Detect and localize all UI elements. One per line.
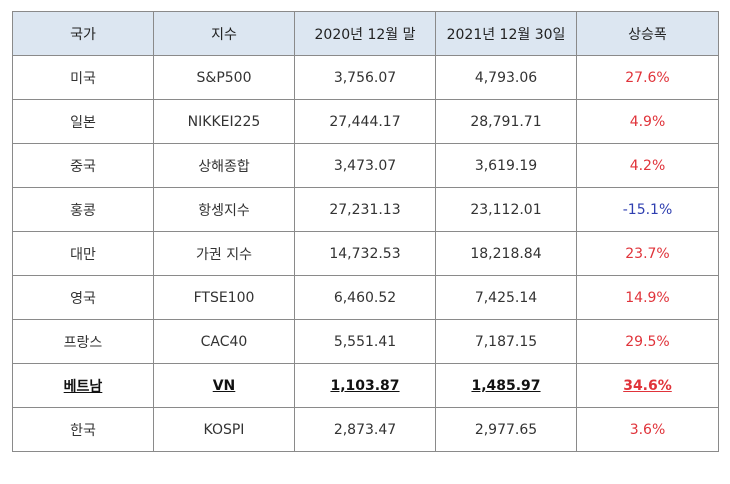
- value-2021-cell: 7,425.14: [435, 275, 577, 320]
- country-cell: 대만: [12, 231, 154, 276]
- index-comparison-table-wrapper: 국가 지수 2020년 12월 말 2021년 12월 30일 상승폭 미국 S&…: [12, 11, 719, 452]
- change-cell: 29.5%: [576, 319, 719, 364]
- table-row: 영국 FTSE100 6,460.52 7,425.14 14.9%: [12, 275, 719, 320]
- value-2021-cell: 18,218.84: [435, 231, 577, 276]
- index-cell: S&P500: [153, 55, 295, 100]
- index-cell: NIKKEI225: [153, 99, 295, 144]
- index-cell: FTSE100: [153, 275, 295, 320]
- country-cell: 일본: [12, 99, 154, 144]
- value-2021-cell: 4,793.06: [435, 55, 577, 100]
- value-2020-cell: 5,551.41: [294, 319, 436, 364]
- header-index: 지수: [153, 11, 295, 56]
- table-row: 한국 KOSPI 2,873.47 2,977.65 3.6%: [12, 407, 719, 452]
- change-cell: 14.9%: [576, 275, 719, 320]
- change-cell: 27.6%: [576, 55, 719, 100]
- value-2021-cell: 1,485.97: [435, 363, 577, 408]
- table-row: 홍콩 항셍지수 27,231.13 23,112.01 -15.1%: [12, 187, 719, 232]
- change-cell: 4.9%: [576, 99, 719, 144]
- country-cell: 중국: [12, 143, 154, 188]
- value-2020-cell: 3,756.07: [294, 55, 436, 100]
- value-2020-cell: 1,103.87: [294, 363, 436, 408]
- change-cell: 23.7%: [576, 231, 719, 276]
- value-2020-cell: 6,460.52: [294, 275, 436, 320]
- value-2021-cell: 23,112.01: [435, 187, 577, 232]
- change-cell: 34.6%: [576, 363, 719, 408]
- index-cell: 항셍지수: [153, 187, 295, 232]
- index-cell: KOSPI: [153, 407, 295, 452]
- country-cell: 한국: [12, 407, 154, 452]
- index-cell: 가권 지수: [153, 231, 295, 276]
- index-cell: VN: [153, 363, 295, 408]
- country-cell: 홍콩: [12, 187, 154, 232]
- index-comparison-table: 국가 지수 2020년 12월 말 2021년 12월 30일 상승폭 미국 S&…: [12, 11, 719, 452]
- value-2020-cell: 27,444.17: [294, 99, 436, 144]
- country-cell: 프랑스: [12, 319, 154, 364]
- value-2020-cell: 14,732.53: [294, 231, 436, 276]
- header-country: 국가: [12, 11, 154, 56]
- index-cell: 상해종합: [153, 143, 295, 188]
- table-row: 중국 상해종합 3,473.07 3,619.19 4.2%: [12, 143, 719, 188]
- table-body: 미국 S&P500 3,756.07 4,793.06 27.6% 일본 NIKKEI225…: [12, 55, 719, 452]
- value-2021-cell: 28,791.71: [435, 99, 577, 144]
- table-row: 대만 가권 지수 14,732.53 18,218.84 23.7%: [12, 231, 719, 276]
- change-cell: 4.2%: [576, 143, 719, 188]
- value-2021-cell: 2,977.65: [435, 407, 577, 452]
- table-header: 국가 지수 2020년 12월 말 2021년 12월 30일 상승폭: [12, 11, 719, 56]
- value-2020-cell: 2,873.47: [294, 407, 436, 452]
- table-row: 미국 S&P500 3,756.07 4,793.06 27.6%: [12, 55, 719, 100]
- header-end-2021: 2021년 12월 30일: [435, 11, 577, 56]
- index-cell: CAC40: [153, 319, 295, 364]
- header-change: 상승폭: [576, 11, 719, 56]
- table-row: 베트남 VN 1,103.87 1,485.97 34.6%: [12, 363, 719, 408]
- value-2021-cell: 7,187.15: [435, 319, 577, 364]
- change-cell: -15.1%: [576, 187, 719, 232]
- header-end-2020: 2020년 12월 말: [294, 11, 436, 56]
- change-cell: 3.6%: [576, 407, 719, 452]
- value-2020-cell: 3,473.07: [294, 143, 436, 188]
- header-row: 국가 지수 2020년 12월 말 2021년 12월 30일 상승폭: [12, 11, 719, 56]
- value-2021-cell: 3,619.19: [435, 143, 577, 188]
- table-row: 프랑스 CAC40 5,551.41 7,187.15 29.5%: [12, 319, 719, 364]
- country-cell: 베트남: [12, 363, 154, 408]
- country-cell: 영국: [12, 275, 154, 320]
- country-cell: 미국: [12, 55, 154, 100]
- value-2020-cell: 27,231.13: [294, 187, 436, 232]
- table-row: 일본 NIKKEI225 27,444.17 28,791.71 4.9%: [12, 99, 719, 144]
